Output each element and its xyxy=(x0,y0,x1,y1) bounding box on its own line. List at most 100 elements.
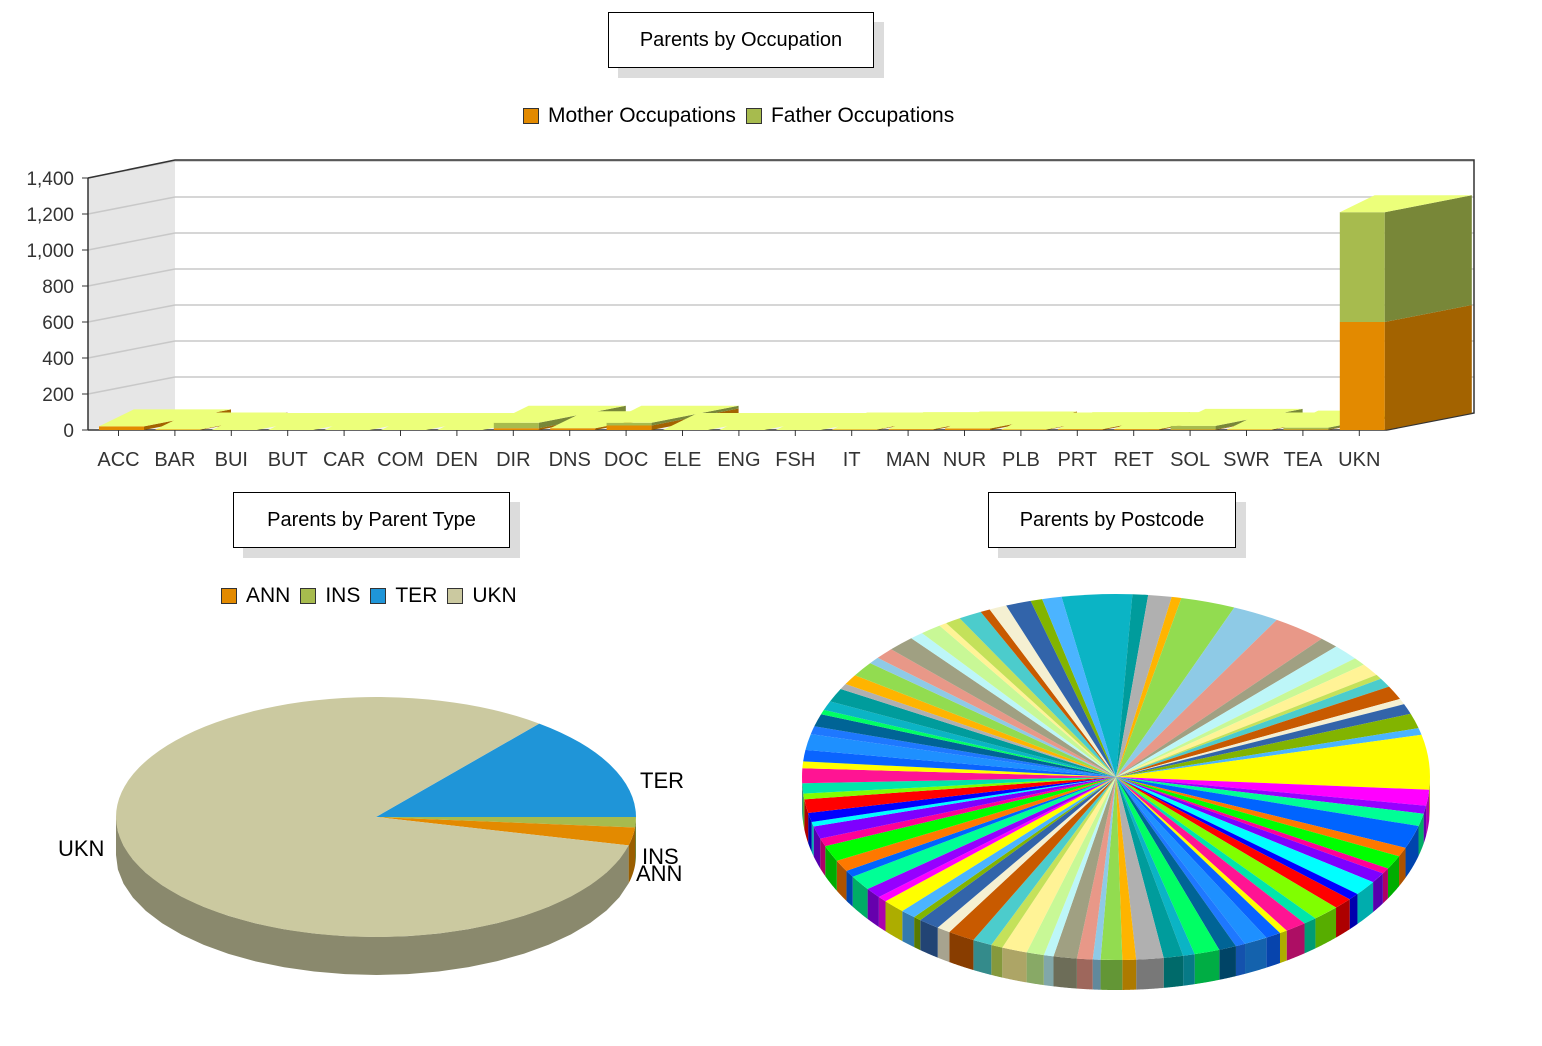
pie-slice-side xyxy=(1357,882,1374,924)
x-tick-label: SWR xyxy=(1223,449,1270,471)
legend-label-ins: INS xyxy=(325,584,361,607)
bar-front xyxy=(945,428,990,430)
postcode-slice xyxy=(914,777,1116,921)
x-tick-label: ENG xyxy=(717,449,760,471)
bar-front xyxy=(1057,429,1103,430)
pie-slice-side xyxy=(1399,847,1406,887)
pie-slice-side xyxy=(1279,930,1287,964)
gridline-side xyxy=(87,268,176,287)
postcode-slice xyxy=(1116,777,1287,934)
legend-item-ann: ANN xyxy=(221,584,290,608)
pie-slice-side xyxy=(804,799,809,844)
postcode-slice xyxy=(1116,596,1182,777)
postcode-slice xyxy=(1116,777,1374,894)
postcode-slice xyxy=(855,663,1116,777)
postcode-slice xyxy=(1116,686,1400,777)
x-tick-label: PRT xyxy=(1057,449,1097,471)
postcode-slice xyxy=(803,777,1116,800)
father-swatch xyxy=(745,108,762,124)
postcode-slice xyxy=(891,638,1116,777)
postcode-slice xyxy=(902,777,1116,918)
postcode-slice xyxy=(867,777,1116,897)
postcode-slice xyxy=(852,777,1116,889)
pie-slice-side xyxy=(1426,789,1430,836)
postcode-slice xyxy=(1116,777,1337,919)
postcode-slice xyxy=(1116,777,1164,960)
legend-label-mother: Mother Occupations xyxy=(548,104,736,127)
postcode-slice xyxy=(1116,777,1220,955)
postcode-slice xyxy=(980,609,1116,777)
pie-slice-side xyxy=(1194,949,1220,985)
postcode-slice xyxy=(1116,777,1184,958)
bar-front xyxy=(99,426,144,430)
postcode-slice xyxy=(920,777,1116,928)
x-tick-label: CAR xyxy=(323,449,365,471)
postcode-slice xyxy=(1116,777,1419,848)
bar-front xyxy=(493,422,539,429)
postcode-slice xyxy=(1026,777,1116,956)
bar-front xyxy=(155,429,201,430)
postcode-slice xyxy=(813,777,1116,839)
postcode-slice xyxy=(1116,638,1337,777)
pie-slice-side xyxy=(811,822,814,857)
pie-slice-side xyxy=(1423,805,1427,844)
postcode-slice xyxy=(1116,777,1383,883)
left-wall xyxy=(88,160,175,430)
postcode-slice xyxy=(803,749,1116,777)
pie-slice-side xyxy=(1286,923,1305,961)
x-tick-label: TEA xyxy=(1283,449,1323,471)
ins-swatch xyxy=(300,588,317,604)
postcode-slice xyxy=(1100,777,1123,960)
x-tick-label: SOL xyxy=(1170,449,1210,471)
postcode-slice xyxy=(821,709,1116,777)
x-tick-label: RET xyxy=(1114,449,1154,471)
postcode-slice xyxy=(1116,619,1322,777)
postcode-slice xyxy=(1116,777,1246,947)
pie-slice-side xyxy=(116,817,629,975)
postcode-slice xyxy=(1116,594,1149,777)
occupation-chart-title: Parents by Occupation xyxy=(608,12,874,68)
postcode-slice xyxy=(1116,777,1430,806)
pie-slice-side xyxy=(1304,918,1316,954)
pie-slice-side xyxy=(902,911,915,948)
postcode-slice xyxy=(885,777,1116,912)
postcode-slice xyxy=(1116,678,1390,777)
postcode-slice xyxy=(1002,777,1116,953)
postcode-slice xyxy=(1043,777,1116,957)
postcode-slice xyxy=(1092,777,1116,960)
postcode-slice xyxy=(810,726,1116,777)
pie-slice-ter xyxy=(376,723,636,817)
y-tick-label: 200 xyxy=(42,385,74,406)
pie-slice-side xyxy=(867,888,879,927)
postcode-slice xyxy=(802,768,1116,784)
pie-slice-side xyxy=(1387,856,1400,899)
postcode-slice xyxy=(870,657,1116,777)
postcode-slice xyxy=(823,701,1116,777)
pie-slice-side xyxy=(914,917,921,951)
postcode-slice xyxy=(1116,713,1419,777)
bar-front xyxy=(550,428,596,430)
pie-label-ann: ANN xyxy=(636,861,682,886)
postcode-slice xyxy=(878,777,1116,902)
postcode-slice xyxy=(946,618,1116,777)
legend-label-ann: ANN xyxy=(246,584,291,607)
occupation-bar-chart: 0 200 400 600 800 1,000 1,200 1,400 ACC BAR BUI BUT… xyxy=(26,159,1475,471)
pie-slice-side xyxy=(1349,893,1358,930)
postcode-slice xyxy=(805,734,1116,777)
pie-slice-side xyxy=(628,827,635,884)
pie-slice-side xyxy=(1043,955,1054,987)
postcode-slice xyxy=(1116,777,1280,938)
postcode-pie-chart xyxy=(802,594,1430,990)
pie-slice-side xyxy=(1163,955,1184,988)
pie-slice-side xyxy=(1183,954,1195,986)
legend-item-mother: Mother Occupations xyxy=(523,104,736,128)
gridline-side xyxy=(87,340,176,359)
postcode-slice xyxy=(1116,777,1267,944)
y-tick-label: 1,000 xyxy=(26,241,74,262)
pie-slice-side xyxy=(1219,946,1236,980)
postcode-slice xyxy=(1030,599,1116,777)
bar-front xyxy=(832,429,878,430)
postcode-slice xyxy=(1116,777,1424,827)
postcode-slice xyxy=(1116,664,1377,777)
pie-slice-side xyxy=(1026,952,1044,986)
